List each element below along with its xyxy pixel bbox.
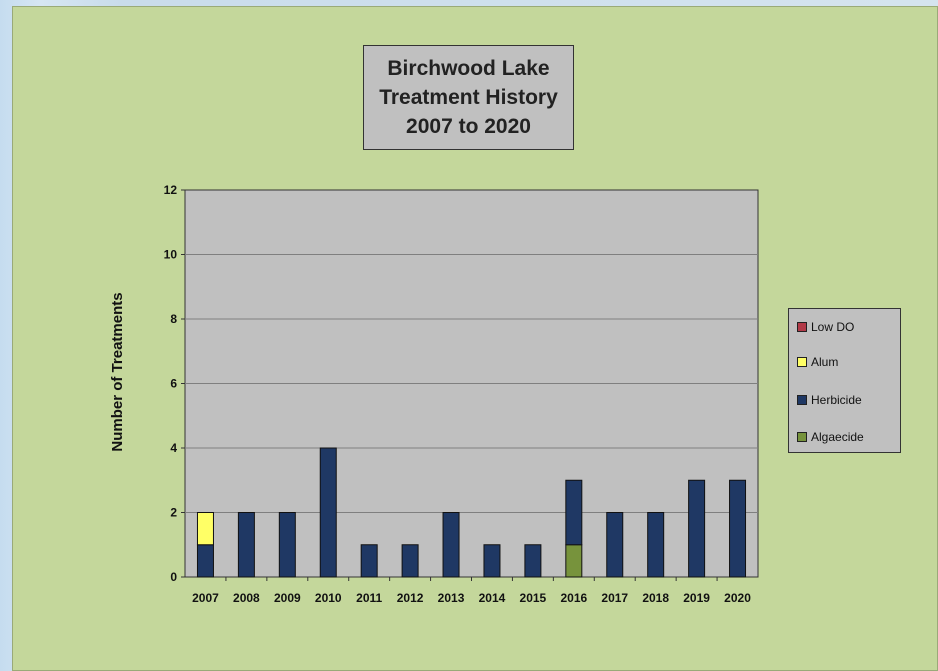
y-tick-label: 2 xyxy=(170,506,177,520)
bar-herbicide-2018 xyxy=(647,512,665,578)
bar-herbicide-2012 xyxy=(401,544,419,578)
legend-swatch xyxy=(797,395,807,405)
y-tick-label: 12 xyxy=(164,183,178,197)
x-tick-label: 2015 xyxy=(520,591,547,605)
x-tick-label: 2014 xyxy=(479,591,506,605)
x-tick-label: 2012 xyxy=(397,591,424,605)
chart-title-line-3: 2007 to 2020 xyxy=(406,115,531,138)
x-tick-label: 2008 xyxy=(233,591,260,605)
bar-herbicide-2008 xyxy=(237,512,255,578)
x-tick-label: 2007 xyxy=(192,591,219,605)
legend-swatch xyxy=(797,357,807,367)
chart-title-line-1: Birchwood Lake xyxy=(387,57,550,80)
legend-item-algaecide: Algaecide xyxy=(797,429,864,445)
legend-item-low-do: Low DO xyxy=(797,319,854,335)
y-tick-label: 0 xyxy=(170,570,177,584)
bar-algaecide-2016 xyxy=(565,544,583,578)
x-tick-label: 2010 xyxy=(315,591,342,605)
x-tick-label: 2019 xyxy=(683,591,710,605)
bar-herbicide-2016 xyxy=(565,479,583,546)
legend-label: Low DO xyxy=(811,320,855,334)
bar-herbicide-2007 xyxy=(196,544,214,578)
y-axis-label: Number of Treatments xyxy=(109,292,126,451)
bars xyxy=(196,447,747,578)
bar-herbicide-2009 xyxy=(278,512,296,578)
legend-label: Algaecide xyxy=(811,430,864,444)
bar-herbicide-2015 xyxy=(524,544,542,578)
bar-alum-2007 xyxy=(196,512,214,546)
bar-herbicide-2020 xyxy=(729,479,747,578)
y-tick-label: 10 xyxy=(164,248,178,262)
legend-label: Herbicide xyxy=(811,393,862,407)
bar-herbicide-2011 xyxy=(360,544,378,578)
x-tick-label: 2013 xyxy=(438,591,465,605)
bar-herbicide-2013 xyxy=(442,512,460,578)
axes: 0 2 4 6 8 10 12 2007 2008 2009 2010 2011 2012 2013 201… xyxy=(164,183,752,605)
bar-herbicide-2010 xyxy=(319,447,337,578)
legend-swatch xyxy=(797,322,807,332)
legend: Low DO Alum Herbicide Algaecide xyxy=(788,308,901,453)
chart-title: Birchwood Lake Treatment History 2007 to… xyxy=(363,45,574,150)
y-tick-label: 6 xyxy=(170,377,177,391)
x-tick-label: 2018 xyxy=(642,591,669,605)
x-tick-label: 2020 xyxy=(724,591,751,605)
legend-item-alum: Alum xyxy=(797,354,838,370)
x-tick-label: 2017 xyxy=(601,591,628,605)
legend-swatch xyxy=(797,432,807,442)
x-tick-label: 2016 xyxy=(560,591,587,605)
bar-herbicide-2017 xyxy=(606,512,624,578)
x-tick-label: 2011 xyxy=(356,591,382,605)
y-tick-label: 4 xyxy=(170,441,177,455)
x-tick-label: 2009 xyxy=(274,591,301,605)
bar-herbicide-2019 xyxy=(688,479,706,578)
bar-herbicide-2014 xyxy=(483,544,501,578)
legend-label: Alum xyxy=(811,355,839,369)
legend-item-herbicide: Herbicide xyxy=(797,392,862,408)
y-tick-label: 8 xyxy=(170,312,177,326)
chart-title-line-2: Treatment History xyxy=(379,86,558,109)
